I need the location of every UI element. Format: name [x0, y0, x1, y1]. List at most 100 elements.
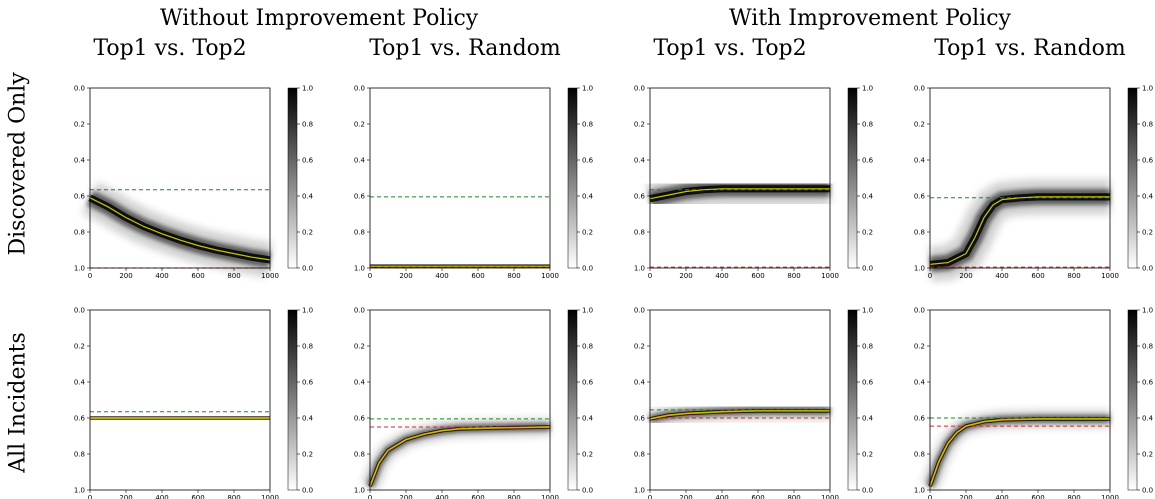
x-tick-label: 0 [648, 494, 652, 499]
x-tick-label: 0 [648, 272, 652, 280]
y-tick-label: 0.0 [74, 85, 85, 93]
colorbar-tick-label: 1.0 [582, 85, 593, 93]
colorbar-tick-label: 0.4 [582, 193, 594, 201]
x-tick-label: 800 [227, 272, 240, 280]
plot-frame [649, 87, 831, 269]
header-col1: Top1 vs. Top2 [93, 36, 247, 61]
colorbar-tick-label: 0.2 [1142, 451, 1153, 459]
x-tick-label: 1000 [541, 272, 559, 280]
x-tick-label: 400 [715, 272, 728, 280]
colorbar-tick-label: 0.2 [862, 229, 873, 237]
colorbar-tick-label: 0.6 [302, 157, 314, 165]
colorbar-tick-label: 0.2 [862, 451, 873, 459]
y-tick-label: 0.2 [74, 343, 85, 351]
x-tick-label: 400 [435, 494, 448, 499]
y-tick-label: 1.0 [354, 487, 365, 495]
y-tick-label: 0.8 [354, 229, 365, 237]
colorbar [1127, 87, 1138, 269]
x-tick-label: 1000 [261, 272, 279, 280]
x-tick-label: 600 [1031, 272, 1044, 280]
panel-with-all-random: 0.00.20.40.60.81.00 200 400 600 800 10001.00.… [914, 307, 1154, 499]
y-tick-label: 1.0 [914, 265, 925, 273]
y-tick-label: 1.0 [74, 265, 85, 273]
trend-line [929, 418, 1110, 487]
y-tick-label: 0.6 [914, 193, 926, 201]
x-tick-label: 800 [1067, 272, 1080, 280]
colorbar-tick-label: 0.0 [582, 265, 593, 273]
trend-line [369, 426, 551, 487]
header-col4: Top1 vs. Random [934, 36, 1126, 61]
colorbar-tick-label: 0.4 [862, 193, 874, 201]
panel-with-discovered-random: 0.00.20.40.60.81.00 200 400 600 800 10001.00.… [914, 85, 1154, 282]
x-tick-label: 800 [787, 494, 800, 499]
y-tick-label: 0.6 [74, 193, 86, 201]
x-tick-label: 200 [119, 494, 132, 499]
y-tick-label: 0.2 [354, 121, 365, 129]
x-tick-label: 600 [751, 494, 764, 499]
colorbar [847, 87, 858, 269]
y-tick-label: 0.0 [354, 85, 365, 93]
colorbar-tick-label: 0.8 [302, 343, 313, 351]
colorbar-tick-label: 0.6 [302, 379, 314, 387]
x-tick-label: 600 [751, 272, 764, 280]
colorbar-tick-label: 0.4 [1142, 193, 1154, 201]
colorbar [287, 309, 298, 491]
y-tick-label: 0.8 [914, 451, 925, 459]
colorbar-tick-label: 0.6 [862, 157, 874, 165]
y-tick-label: 0.4 [914, 157, 926, 165]
y-tick-label: 0.0 [914, 307, 925, 315]
y-tick-label: 0.4 [914, 379, 926, 387]
y-tick-label: 0.8 [914, 229, 925, 237]
colorbar-tick-label: 1.0 [302, 85, 313, 93]
colorbar-tick-label: 0.0 [862, 487, 873, 495]
x-tick-label: 1000 [821, 494, 839, 499]
y-tick-label: 0.2 [74, 121, 85, 129]
y-tick-label: 0.4 [74, 379, 86, 387]
y-tick-label: 0.4 [354, 157, 366, 165]
y-tick-label: 0.0 [634, 85, 645, 93]
colorbar-tick-label: 0.6 [862, 379, 874, 387]
x-tick-label: 400 [995, 272, 1008, 280]
x-tick-label: 800 [507, 494, 520, 499]
plot-frame [369, 87, 551, 269]
y-tick-label: 0.4 [74, 157, 86, 165]
y-tick-label: 0.6 [354, 193, 366, 201]
x-tick-label: 0 [88, 494, 92, 499]
x-tick-label: 200 [119, 272, 132, 280]
y-tick-label: 0.2 [914, 121, 925, 129]
colorbar-tick-label: 0.2 [582, 229, 593, 237]
panel-without-discovered-top2: 0.00.20.40.60.81.00 200 400 600 800 10001.00.… [74, 85, 314, 281]
colorbar-tick-label: 0.0 [1142, 265, 1153, 273]
x-tick-label: 0 [368, 494, 372, 499]
plot-background [930, 310, 1110, 490]
plot-frame [929, 87, 1111, 269]
panel-without-discovered-random: 0.00.20.40.60.81.00 200 400 600 800 10001.00.… [354, 85, 594, 281]
x-tick-label: 200 [959, 494, 972, 499]
y-tick-label: 0.6 [914, 415, 926, 423]
colorbar-tick-label: 0.8 [1142, 343, 1153, 351]
plot-frame [929, 309, 1111, 491]
colorbar [567, 87, 578, 269]
colorbar-tick-label: 0.8 [302, 121, 313, 129]
panel-without-all-random: 0.00.20.40.60.81.00 200 400 600 800 10001.00.… [354, 307, 594, 499]
x-tick-label: 400 [715, 494, 728, 499]
plot-frame [89, 87, 271, 269]
panel-without-all-top2: 0.00.20.40.60.81.00 200 400 600 800 10001.00.… [74, 307, 314, 499]
colorbar-tick-label: 1.0 [1142, 85, 1153, 93]
x-tick-label: 200 [399, 272, 412, 280]
y-tick-label: 0.4 [634, 379, 646, 387]
colorbar-tick-label: 0.0 [1142, 487, 1153, 495]
plot-frame [649, 309, 831, 491]
x-tick-label: 1000 [541, 494, 559, 499]
x-tick-label: 1000 [261, 494, 279, 499]
plot-background [370, 310, 550, 490]
x-tick-label: 800 [1067, 494, 1080, 499]
colorbar-tick-label: 0.6 [582, 157, 594, 165]
x-tick-label: 600 [191, 272, 204, 280]
header-without-policy: Without Improvement Policy [160, 6, 479, 31]
plot-background [90, 310, 270, 490]
x-tick-label: 200 [959, 272, 972, 280]
y-tick-label: 0.0 [634, 307, 645, 315]
header-col3: Top1 vs. Top2 [653, 36, 807, 61]
